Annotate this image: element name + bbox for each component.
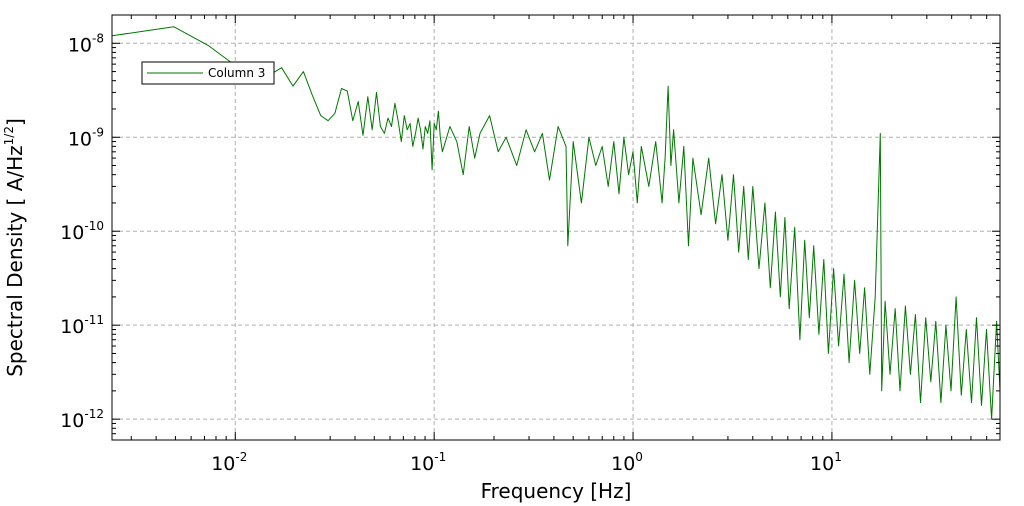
series-layer	[111, 26, 1001, 420]
legend: Column 3	[141, 61, 275, 85]
plot-background	[112, 15, 1000, 440]
y-tick-label: 10-11	[60, 313, 104, 338]
x-tick-label: 10-1	[410, 450, 446, 475]
x-tick-label: 100	[611, 450, 643, 475]
y-tick-label: 10-9	[68, 125, 104, 150]
x-tick-label: 101	[810, 450, 842, 475]
legend-box	[141, 61, 275, 85]
y-tick-label: 10-12	[60, 407, 104, 432]
x-tick-label: 10-2	[211, 450, 247, 475]
y-tick-label: 10-10	[60, 219, 104, 244]
plot-frame	[111, 14, 1001, 441]
x-axis-title: Frequency [Hz]	[481, 479, 632, 503]
series-line	[111, 26, 1001, 420]
tick-labels: 10-2 10-1 100 101 10-8 10-9 10-10 10-11 10-12	[60, 31, 842, 475]
axes	[111, 14, 1001, 441]
legend-label: Column 3	[208, 66, 265, 80]
y-axis-title: Spectral Density [ A/Hz1/2]	[2, 118, 27, 377]
grid	[112, 15, 1000, 440]
y-axis-title-text: Spectral Density [ A/Hz1/2]	[2, 118, 27, 377]
y-tick-label: 10-8	[68, 31, 104, 56]
